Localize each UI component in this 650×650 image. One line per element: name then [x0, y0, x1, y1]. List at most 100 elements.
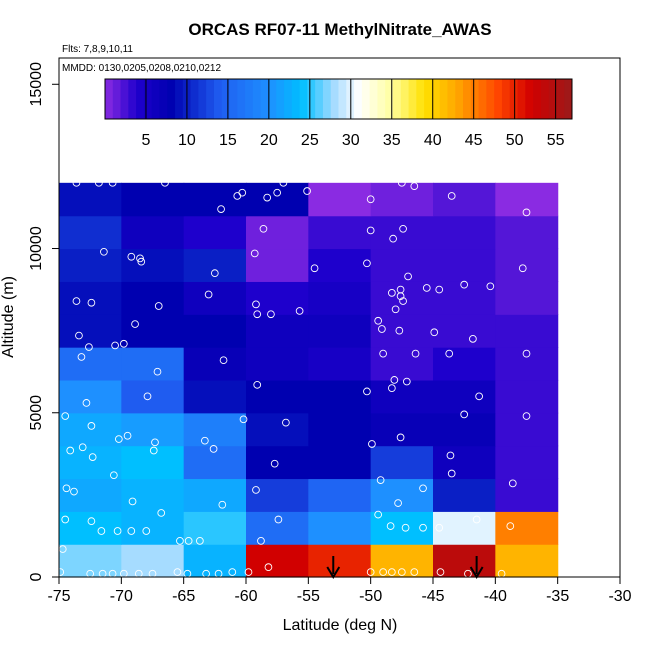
heatmap-cell — [495, 511, 559, 545]
colorbar-segment — [338, 79, 347, 119]
sample-point — [217, 205, 225, 213]
colorbar-segment — [408, 79, 417, 119]
colorbar-frame — [104, 78, 573, 120]
colorbar-tick-label: 5 — [142, 132, 151, 149]
sample-point — [460, 280, 469, 289]
sample-point — [388, 384, 396, 392]
colorbar-segment — [330, 79, 339, 119]
heatmap-cell — [433, 379, 496, 414]
heatmap-cell — [183, 379, 247, 414]
sample-point — [250, 249, 259, 258]
sample-point — [128, 497, 137, 506]
sample-point — [123, 431, 132, 440]
sample-point — [77, 353, 86, 361]
heatmap-cell — [121, 379, 185, 414]
y-tick-label: 5000 — [28, 395, 45, 431]
heatmap-cell — [433, 215, 496, 250]
sample-point — [56, 568, 65, 576]
heatmap-cell — [183, 347, 247, 381]
colorbar-segment — [501, 79, 511, 119]
sample-point — [394, 499, 402, 507]
x-tick-label: -75 — [47, 588, 70, 605]
sample-point — [108, 178, 117, 187]
heatmap-cell — [59, 544, 122, 578]
heatmap-cell — [246, 281, 309, 315]
sample-point — [390, 376, 399, 384]
sample-point — [100, 247, 108, 256]
heatmap-cell — [308, 215, 372, 250]
sample-point — [239, 415, 248, 424]
sample-point — [127, 527, 136, 535]
sample-point — [238, 188, 247, 197]
colorbar-segment — [284, 79, 293, 119]
sample-point — [430, 328, 439, 337]
y-tick-label: 0 — [28, 572, 45, 581]
sample-point — [142, 527, 151, 535]
sample-point — [397, 568, 406, 576]
sample-point — [486, 282, 495, 291]
heatmap-cell — [433, 478, 496, 512]
sample-point — [363, 387, 371, 396]
heatmap-cell — [121, 281, 185, 315]
heatmap-cell — [59, 511, 122, 545]
colorbar-segment — [120, 79, 129, 119]
sample-point — [386, 522, 395, 530]
heatmap-cell — [246, 182, 309, 217]
sample-point — [447, 469, 456, 478]
heatmap-cell — [370, 544, 434, 578]
x-axis-label: Latitude (deg N) — [283, 617, 398, 634]
x-tick-label: -70 — [110, 588, 133, 605]
heatmap-cell — [183, 511, 247, 545]
colorbar-tick-label: 40 — [424, 132, 442, 149]
colorbar-segment — [190, 79, 199, 119]
colorbar-segment — [377, 79, 386, 119]
sample-point — [282, 418, 290, 427]
colorbar-segment — [213, 79, 223, 119]
heatmap-cell — [495, 445, 559, 480]
colorbar-segment — [198, 79, 207, 119]
colorbar-tick-label: 55 — [547, 132, 565, 149]
plot-frame — [58, 57, 621, 578]
colorbar-segment — [354, 79, 363, 119]
heatmap-cell — [495, 379, 559, 414]
sample-point — [475, 392, 483, 401]
heatmap-cell — [121, 445, 185, 480]
colorbar-tick-label: 30 — [342, 132, 360, 149]
sample-point — [522, 349, 531, 358]
sample-point — [410, 182, 419, 190]
heatmap-cell — [246, 511, 309, 545]
heatmap-cell — [495, 347, 559, 381]
colorbar-segment — [268, 79, 277, 119]
heatmap-cell — [59, 281, 122, 315]
sample-point — [273, 188, 282, 197]
sample-point — [310, 264, 319, 273]
sample-point — [127, 252, 136, 261]
heatmap-cell — [183, 478, 247, 512]
sample-point — [419, 484, 427, 493]
heatmap-cell — [246, 478, 309, 512]
sample-point — [75, 331, 83, 340]
colorbar-segment — [299, 79, 308, 119]
sample-point — [264, 563, 273, 572]
sample-point — [78, 443, 87, 452]
colorbar-segment — [455, 79, 464, 119]
colorbar-tick-label: 50 — [506, 132, 524, 149]
colorbar-segment — [361, 79, 371, 119]
colorbar-segment — [463, 79, 472, 119]
colorbar-tick-label: 15 — [219, 132, 237, 149]
sample-point — [95, 178, 103, 187]
heatmap-cell — [370, 347, 434, 381]
heatmap-cell — [246, 379, 309, 414]
sample-point — [522, 412, 531, 420]
sample-point — [176, 537, 184, 545]
colorbar-tick-label: 10 — [178, 132, 196, 149]
heatmap-cell — [433, 445, 496, 480]
heatmap-cell — [308, 314, 372, 348]
colorbar-segment — [509, 79, 519, 119]
colorbar-segment — [221, 79, 231, 119]
x-tick-label: -55 — [297, 588, 320, 605]
heatmap-cell — [433, 248, 496, 282]
colorbar-segment — [151, 79, 160, 119]
sample-point — [113, 527, 122, 535]
